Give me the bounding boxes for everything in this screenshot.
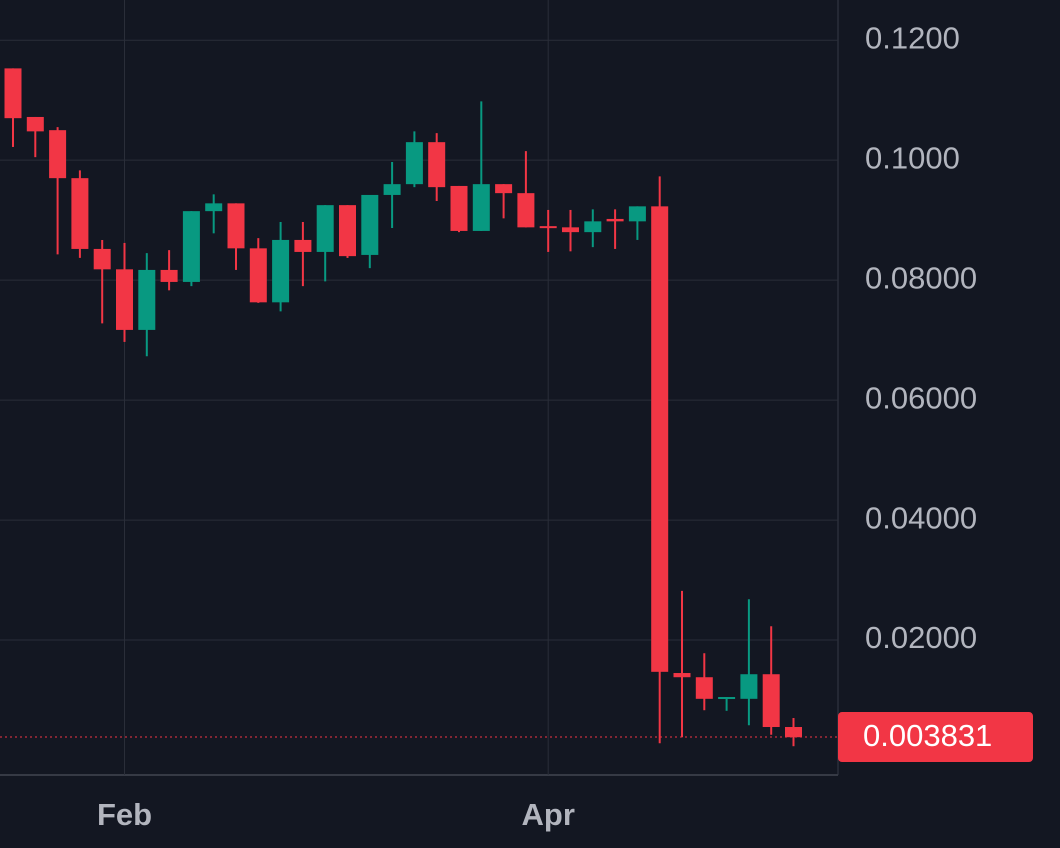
y-tick-label: 0.08000 bbox=[865, 260, 977, 295]
candle-body bbox=[4, 68, 22, 119]
candle-body bbox=[249, 248, 267, 303]
candle-body bbox=[428, 142, 446, 188]
candle-body bbox=[472, 184, 490, 231]
y-tick-label: 0.06000 bbox=[865, 380, 977, 415]
candle-body bbox=[182, 211, 200, 282]
candle-body bbox=[49, 130, 67, 179]
candle-body bbox=[405, 142, 423, 185]
candle-body bbox=[339, 205, 356, 257]
last-price-tag bbox=[838, 712, 1033, 763]
candle-body bbox=[673, 673, 691, 678]
candle-body bbox=[450, 185, 468, 231]
candle-body bbox=[383, 184, 401, 195]
candle-body bbox=[160, 269, 178, 282]
candle-body bbox=[495, 184, 513, 194]
candle-body bbox=[695, 677, 713, 699]
candle-body bbox=[762, 674, 780, 728]
candle-body bbox=[740, 674, 758, 699]
candle-body bbox=[272, 239, 290, 303]
candle-body bbox=[718, 697, 736, 700]
candle-body bbox=[71, 178, 89, 249]
candle-body bbox=[606, 218, 624, 222]
candle-body bbox=[651, 206, 669, 672]
candle-body bbox=[93, 248, 111, 270]
x-tick-label: Apr bbox=[522, 797, 575, 832]
y-tick-label: 0.04000 bbox=[865, 500, 977, 535]
candle-body bbox=[539, 226, 557, 229]
candle-body bbox=[562, 227, 579, 233]
candle-body bbox=[138, 269, 156, 330]
candle-body bbox=[361, 194, 379, 255]
y-tick-label: 0.02000 bbox=[865, 620, 977, 655]
y-tick-label: 0.1200 bbox=[865, 20, 960, 55]
x-tick-label: Feb bbox=[97, 797, 152, 832]
candle-body bbox=[227, 203, 245, 249]
candle-body bbox=[517, 193, 535, 228]
candle-body bbox=[294, 239, 312, 252]
candle-body bbox=[116, 269, 133, 330]
candle-body bbox=[628, 206, 646, 222]
candle-body bbox=[205, 203, 223, 212]
last-price-label: 0.003831 bbox=[863, 718, 992, 753]
candle-body bbox=[26, 116, 44, 132]
candle-body bbox=[316, 205, 334, 252]
candle-body bbox=[785, 727, 802, 738]
y-tick-label: 0.1000 bbox=[865, 140, 960, 175]
candle-body bbox=[584, 221, 602, 233]
